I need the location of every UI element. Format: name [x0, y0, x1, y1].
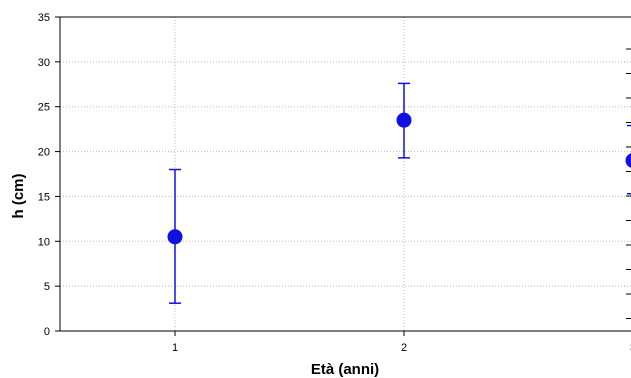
y-tick-label-20: 20 — [38, 147, 50, 159]
data-marks — [167, 82, 631, 304]
data-point-1 — [167, 229, 183, 245]
y-tick-label-25: 25 — [38, 102, 50, 114]
y-tick-label-15: 15 — [38, 191, 50, 203]
y-tick-label-35: 35 — [38, 12, 50, 24]
y-axis-title: h (cm) — [10, 173, 27, 218]
x-axis-title: Età (anni) — [311, 361, 379, 378]
y-tick-label-10: 10 — [38, 236, 50, 248]
x-tick-label-1: 1 — [172, 342, 178, 354]
tick-labels: 051015202530351234 — [38, 12, 631, 354]
x-tick-label-3: 3 — [630, 342, 631, 354]
x-tick-label-2: 2 — [401, 342, 407, 354]
y-tick-label-0: 0 — [44, 326, 50, 338]
data-point-3 — [625, 153, 631, 168]
data-point-2 — [396, 112, 412, 128]
y-tick-label-5: 5 — [44, 281, 50, 293]
axes — [55, 16, 631, 336]
y-tick-label-30: 30 — [38, 57, 50, 69]
